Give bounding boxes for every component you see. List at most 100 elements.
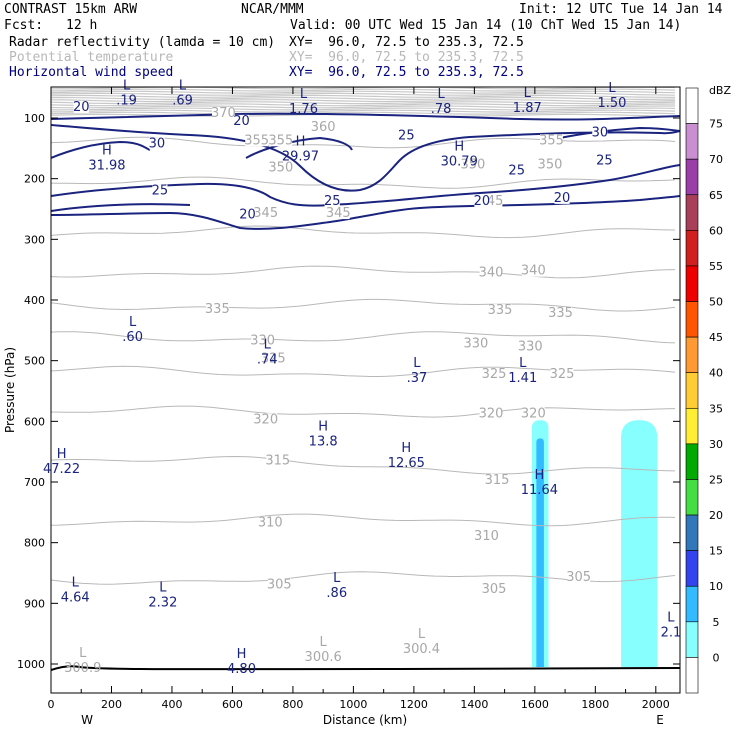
- theta-extremum-value: 300.4: [403, 642, 440, 657]
- wind-contour: [51, 140, 151, 159]
- x-tick-label: 2000: [642, 698, 670, 711]
- y-tick-label: 400: [24, 294, 45, 307]
- theta-line-label: 340: [521, 264, 546, 279]
- wind-extremum-value: .37: [407, 371, 428, 386]
- wind-extremum-value: 4.80: [227, 662, 256, 677]
- theta-contour: [51, 331, 676, 344]
- label-bg: [211, 106, 235, 119]
- wind-extremum-value: 1.87: [513, 101, 542, 116]
- wind-extremum-value: 2.32: [148, 595, 177, 610]
- wind-extremum-value: .69: [172, 94, 193, 109]
- wind-extremum-type: L: [333, 571, 341, 586]
- colorbar-unit: dBZ: [709, 84, 732, 97]
- wind-extremum-type: H: [401, 441, 411, 456]
- wind-extremum-type: L: [667, 611, 675, 626]
- label-bg: [567, 571, 591, 584]
- theta-line-label: 355: [539, 133, 564, 148]
- y-tick-label: 700: [24, 476, 45, 489]
- colorbar-label: 35: [709, 402, 723, 415]
- theta-line-label: 320: [253, 412, 278, 427]
- theta-extremum-type: L: [320, 635, 328, 650]
- theta-line-label: 315: [485, 473, 510, 488]
- wind-line-label: 20: [73, 100, 90, 115]
- colorbar-swatch: [685, 621, 699, 658]
- theta-extremum-value: 300.6: [305, 650, 342, 665]
- wind-extremum-type: L: [179, 79, 187, 94]
- wind-contour: [51, 195, 680, 230]
- theta-line-label: 335: [488, 303, 513, 318]
- theta-contour: [51, 107, 676, 111]
- label-bg: [464, 337, 488, 350]
- y-tick-label: 600: [24, 415, 45, 428]
- colorbar-label: 40: [709, 367, 723, 380]
- wind-line-label: 20: [554, 191, 571, 206]
- wind-extremum-type: L: [159, 580, 167, 595]
- wind-extremum-type: L: [300, 87, 308, 102]
- wind-extremum-type: L: [123, 79, 131, 94]
- colorbar-label: 45: [709, 331, 723, 344]
- label-bg: [149, 137, 165, 150]
- wind-extremum-value: 31.98: [88, 159, 125, 174]
- theta-line-label: 350: [538, 158, 563, 173]
- colorbar-label: 55: [709, 260, 723, 273]
- theta-line-label: 355: [244, 133, 269, 148]
- wind-contour: [245, 136, 353, 159]
- theta-contour: [51, 101, 676, 105]
- theta-line-label: 330: [463, 337, 488, 352]
- theta-line-label: 305: [566, 570, 591, 585]
- theta-line-label: 335: [205, 302, 230, 317]
- wind-line-label: 20: [474, 194, 491, 209]
- y-tick-label: 1000: [17, 658, 45, 671]
- x-tick-label: 1800: [581, 698, 609, 711]
- colorbar-swatch: [685, 372, 699, 409]
- east-label: E: [656, 713, 664, 727]
- y-tick-label: 300: [24, 233, 45, 246]
- theta-contour: [51, 225, 676, 239]
- label-bg: [540, 134, 563, 147]
- label-bg: [311, 120, 335, 133]
- theta-line-label: 355: [268, 133, 293, 148]
- theta-extremum-type: L: [418, 627, 426, 642]
- x-tick-label: 0: [48, 698, 55, 711]
- theta-line-label: 345: [326, 206, 351, 221]
- theta-contour: [51, 103, 676, 107]
- x-axis-label: Distance (km): [323, 713, 407, 727]
- wind-extremum-type: H: [237, 647, 247, 662]
- theta-contour: [51, 265, 676, 279]
- wind-extremum-type: L: [608, 81, 616, 96]
- colorbar-label: 20: [709, 509, 723, 522]
- reflectivity-cell: [621, 420, 658, 668]
- west-label: W: [81, 713, 93, 727]
- wind-line-label: 30: [592, 125, 609, 140]
- label-bg: [267, 578, 291, 591]
- label-bg: [261, 352, 285, 365]
- wind-extremum-type: L: [129, 315, 137, 330]
- x-tick-label: 1000: [339, 698, 367, 711]
- field-xy-theta: XY= 96.0, 72.5 to 235.3, 72.5: [289, 50, 524, 65]
- label-bg: [269, 134, 293, 147]
- wind-extremum-type: H: [318, 420, 328, 435]
- label-bg: [152, 184, 168, 197]
- terrain-fill: [51, 666, 680, 693]
- label-bg: [538, 158, 562, 171]
- theta-line-label: 320: [521, 406, 546, 421]
- wind-contour: [559, 126, 680, 139]
- theta-contour: [51, 298, 676, 312]
- colorbar-label: 10: [709, 580, 723, 593]
- ground-line: [51, 665, 680, 671]
- wind-line-label: 25: [596, 153, 613, 168]
- y-axis-label: Pressure (hPa): [3, 347, 17, 433]
- wind-extremum-type: H: [102, 144, 112, 159]
- wind-extremum-value: 11.64: [521, 483, 558, 498]
- label-bg: [550, 367, 574, 380]
- theta-line-label: 330: [518, 340, 543, 355]
- wind-contour: [51, 203, 191, 212]
- init-time: Init: 12 UTC Tue 14 Jan 14: [519, 2, 723, 17]
- wind-line-label: 25: [324, 194, 341, 209]
- wind-extremum-value: 29.97: [282, 149, 319, 164]
- label-bg: [554, 191, 570, 204]
- label-bg: [485, 474, 509, 486]
